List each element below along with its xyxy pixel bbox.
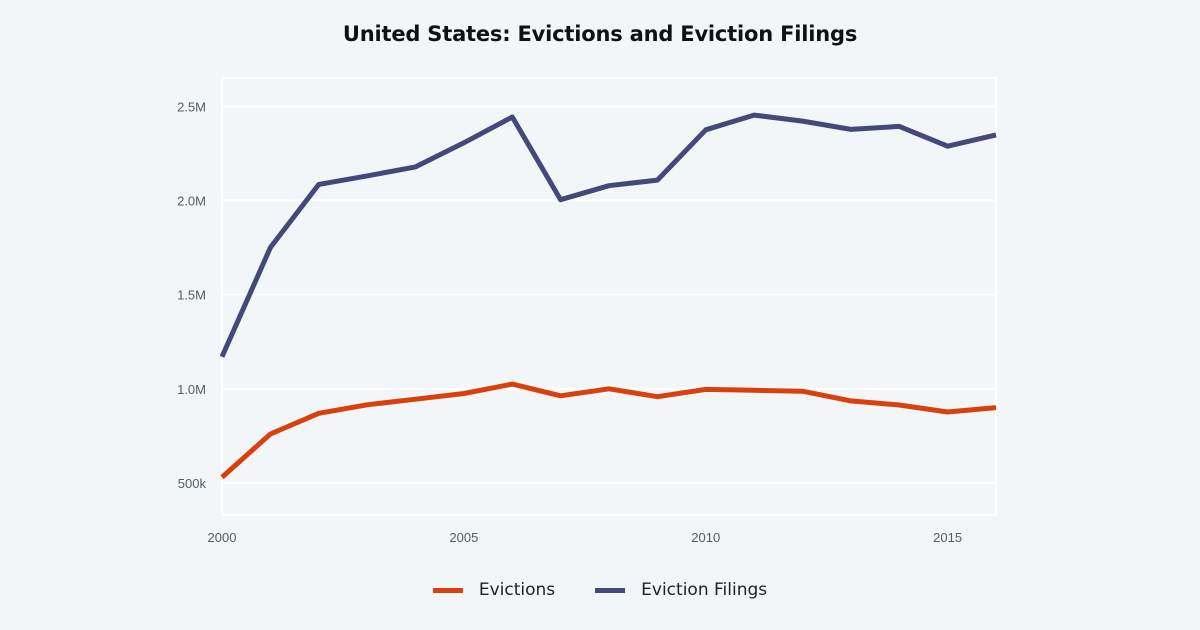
x-tick-label: 2015	[933, 530, 962, 545]
legend-swatch	[432, 587, 463, 593]
legend-swatch	[595, 587, 626, 593]
legend-label: Evictions	[478, 580, 556, 600]
legend-label: Eviction Filings	[641, 580, 768, 600]
x-tick-label: 2010	[691, 530, 720, 545]
chart-legend: Evictions Eviction Filings	[0, 580, 1200, 600]
y-tick-label: 1.0M	[177, 382, 206, 397]
chart-title: United States: Evictions and Eviction Fi…	[342, 22, 858, 46]
x-tick-label: 2005	[449, 530, 478, 545]
y-tick-label: 2.0M	[177, 193, 206, 208]
legend-item-eviction-filings: Eviction Filings	[595, 580, 767, 600]
y-tick-label: 2.5M	[177, 99, 206, 114]
y-tick-label: 500k	[178, 476, 207, 491]
legend-item-evictions: Evictions	[432, 580, 556, 600]
series-line-evictions	[220, 381, 997, 480]
x-tick-label: 2000	[208, 530, 237, 545]
y-tick-label: 1.5M	[177, 288, 206, 303]
series-line-eviction-filings	[219, 112, 997, 358]
